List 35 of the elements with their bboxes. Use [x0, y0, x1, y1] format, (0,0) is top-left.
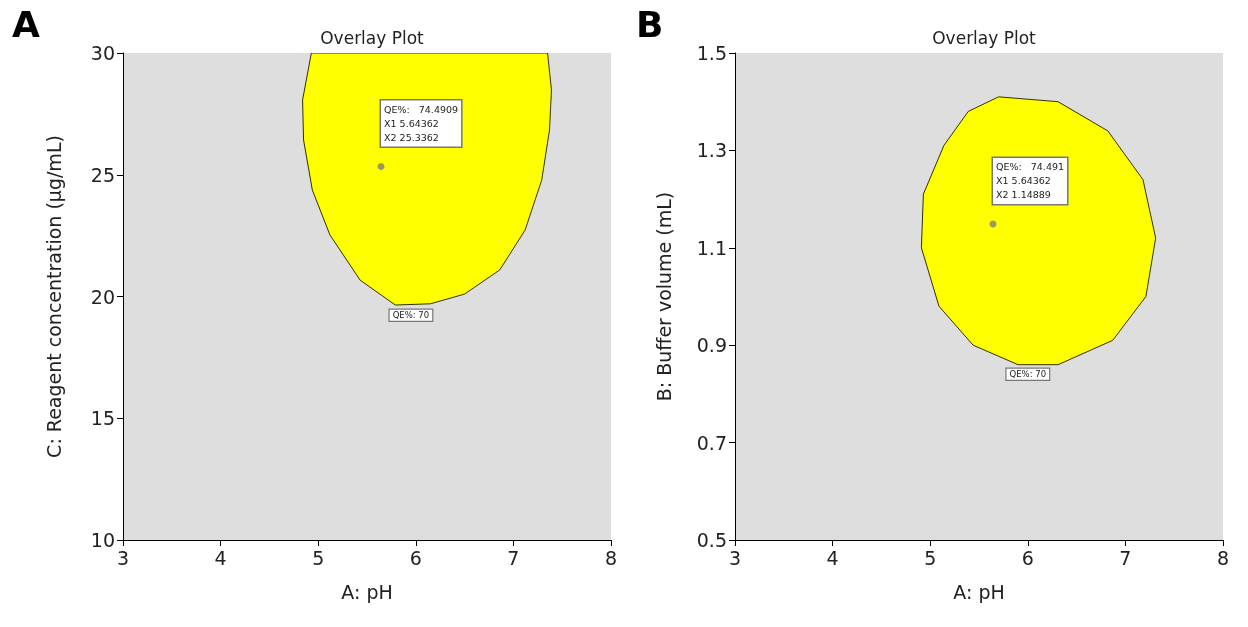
y-tick-label: 15 — [90, 407, 115, 430]
annotation: QE%: 70 — [1009, 369, 1047, 380]
x-tick-label: 6 — [409, 546, 422, 569]
x-tick-label: 7 — [1119, 546, 1132, 569]
x-tick-label: 4 — [826, 546, 839, 569]
x-axis-title: A: pH — [953, 580, 1005, 603]
text: B — [636, 3, 664, 45]
y-tick-label: 0.9 — [696, 334, 727, 357]
y-tick-label: 0.5 — [696, 529, 727, 551]
x-tick-label: 5 — [924, 546, 937, 569]
x-axis-title: A: pH — [341, 580, 393, 603]
y-tick-label: 30 — [90, 42, 115, 64]
y-axis-title: B: Buffer volume (mL) — [652, 191, 675, 402]
annotation: QE%: 74.4909 X1 5.64362 X2 25.3362 — [384, 104, 459, 144]
y-tick-label: 1.3 — [696, 139, 727, 162]
y-tick-label: 25 — [90, 163, 115, 186]
annotation: QE%: 70 — [392, 310, 430, 321]
y-tick-label: 10 — [90, 529, 115, 551]
x-tick-label: 3 — [728, 546, 742, 569]
text: A — [12, 3, 40, 45]
annotation: QE%: 74.491 X1 5.64362 X2 1.14889 — [996, 161, 1065, 201]
y-axis-title: C: Reagent concentration (µg/mL) — [42, 135, 65, 458]
x-tick-label: 5 — [312, 546, 325, 569]
x-tick-label: 8 — [604, 546, 618, 569]
x-tick-label: 7 — [507, 546, 520, 569]
y-tick-label: 1.5 — [696, 42, 727, 64]
chart-title: Overlay Plot — [932, 27, 1037, 48]
x-tick-label: 6 — [1021, 546, 1034, 569]
x-tick-label: 3 — [116, 546, 130, 569]
y-tick-label: 0.7 — [696, 431, 727, 454]
y-tick-label: 1.1 — [696, 236, 727, 259]
y-tick-label: 20 — [90, 285, 115, 308]
x-tick-label: 8 — [1216, 546, 1230, 569]
chart-title: Overlay Plot — [320, 27, 425, 48]
x-tick-label: 4 — [214, 546, 227, 569]
